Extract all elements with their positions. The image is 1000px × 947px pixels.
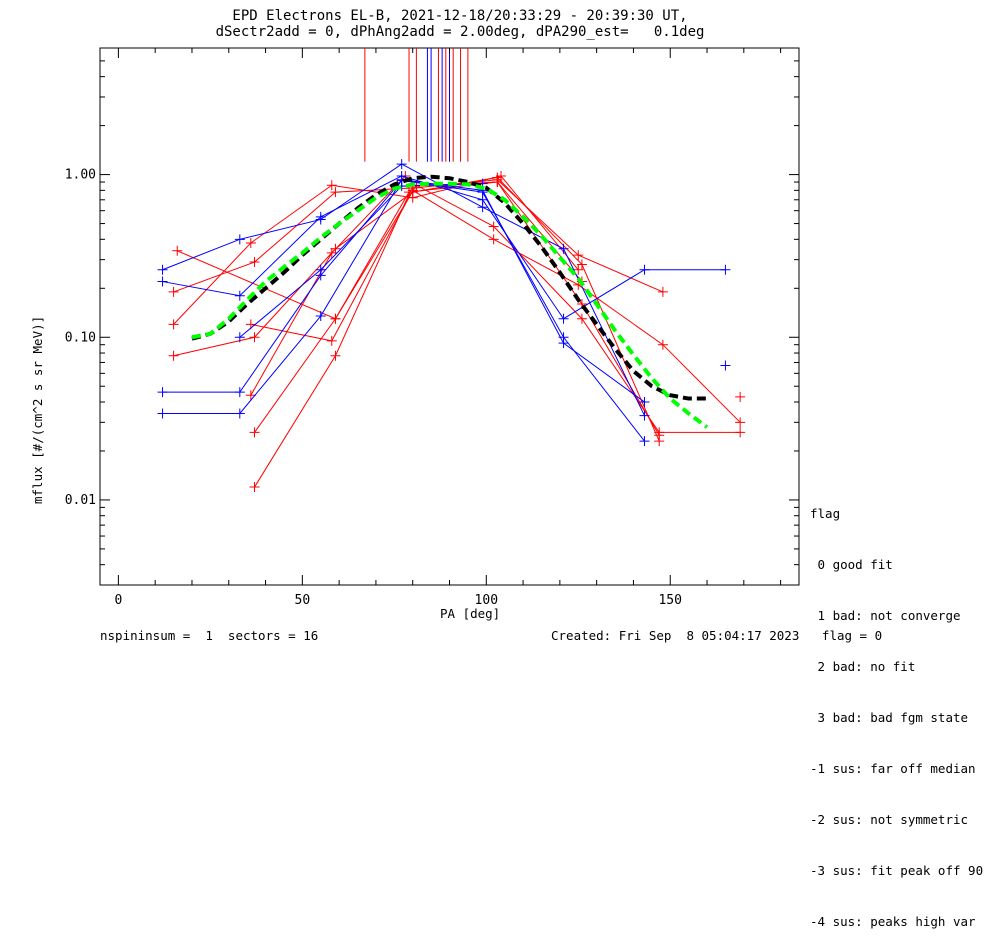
x-tick-label: 100 [475, 593, 498, 608]
data-point [639, 410, 650, 421]
data-point [573, 264, 584, 275]
data-point [315, 311, 326, 322]
data-point [720, 360, 731, 371]
data-point [157, 276, 168, 287]
data-point [245, 237, 256, 248]
series-line [250, 175, 406, 396]
fit-curves [191, 174, 709, 429]
data-point [168, 319, 179, 330]
data-point [396, 159, 407, 170]
series-line [250, 189, 741, 423]
series-line [162, 175, 726, 320]
data-point [657, 339, 668, 350]
data-point [657, 286, 668, 297]
legend-item: 1 bad: not converge [810, 608, 961, 623]
chart-title-line1: EPD Electrons EL-B, 2021-12-18/20:33:29 … [232, 8, 688, 24]
x-tick-label: 150 [658, 593, 681, 608]
data-point [720, 264, 731, 275]
data-point [234, 332, 245, 343]
data-point [234, 387, 245, 398]
data-point [234, 234, 245, 245]
y-tick-label: 0.01 [65, 493, 96, 508]
series-line [177, 181, 660, 436]
data-point [157, 387, 168, 398]
legend-item: -1 sus: far off median [810, 761, 976, 776]
data-point [735, 391, 746, 402]
data-point [488, 234, 499, 245]
data-point [330, 313, 341, 324]
data-point [330, 350, 341, 361]
data-point [249, 482, 260, 493]
footer-right-info: Created: Fri Sep 8 05:04:17 2023 flag = … [551, 628, 883, 643]
legend-item: -3 sus: fit peak off 90 [810, 863, 984, 878]
footer-left-info: nspininsum = 1 sectors = 16 [100, 628, 319, 643]
y-tick-label: 0.10 [65, 330, 96, 345]
data-point [576, 313, 587, 324]
data-point [315, 211, 326, 222]
data-point [654, 427, 665, 438]
y-tick-label: 1.00 [65, 168, 96, 183]
legend-item: -2 sus: not symmetric [810, 812, 969, 827]
data-point [245, 390, 256, 401]
peak-markers [364, 48, 469, 162]
data-point [735, 417, 746, 428]
x-tick-label: 50 [295, 593, 311, 608]
data-point [576, 259, 587, 270]
legend-item: 3 bad: bad fgm state [810, 710, 969, 725]
data-point [492, 177, 503, 188]
x-tick-label: 0 [114, 593, 122, 608]
green-fit-curve [191, 181, 709, 429]
data-point [573, 250, 584, 261]
data-point [168, 286, 179, 297]
series-line [173, 175, 579, 325]
y-axis-label: mflux [#/(cm^2 s sr MeV)] [30, 315, 45, 504]
data-point [315, 264, 326, 275]
tick-labels: 0 50 100 150 0.01 0.10 1.00 [65, 168, 682, 608]
data-point [234, 408, 245, 419]
data-point [488, 221, 499, 232]
data-point [157, 264, 168, 275]
data-point [558, 313, 569, 324]
data-series [157, 159, 746, 493]
data-point [157, 408, 168, 419]
data-point [326, 247, 337, 258]
legend-item: 0 good fit [810, 557, 893, 572]
pitch-angle-chart: 0 50 100 150 0.01 0.10 1.00 [65, 47, 800, 608]
series-line [162, 179, 645, 442]
chart-title-line2: dSectr2add = 0, dPhAng2add = 2.00deg, dP… [215, 24, 705, 40]
legend-item: -4 sus: peaks high var [810, 914, 976, 929]
legend-title: flag [810, 506, 841, 521]
black-fit-curve [191, 174, 708, 401]
legend-item: 2 bad: no fit [810, 659, 916, 674]
data-point [249, 427, 260, 438]
data-point [639, 436, 650, 447]
data-point [558, 338, 569, 349]
data-point [558, 243, 569, 254]
data-point [326, 180, 337, 191]
data-point [234, 290, 245, 301]
data-point [172, 245, 183, 256]
data-point [735, 427, 746, 438]
data-point [249, 332, 260, 343]
axis-ticks [100, 48, 799, 585]
data-point [326, 335, 337, 346]
series-line [162, 179, 645, 414]
data-point [654, 436, 665, 447]
flag-legend: flag 0 good fit 1 bad: not converge 2 ba… [810, 469, 983, 947]
data-point [330, 187, 341, 198]
data-point [639, 264, 650, 275]
x-axis-label: PA [deg] [440, 606, 501, 621]
data-point [639, 396, 650, 407]
data-point [249, 257, 260, 268]
data-point [168, 350, 179, 361]
